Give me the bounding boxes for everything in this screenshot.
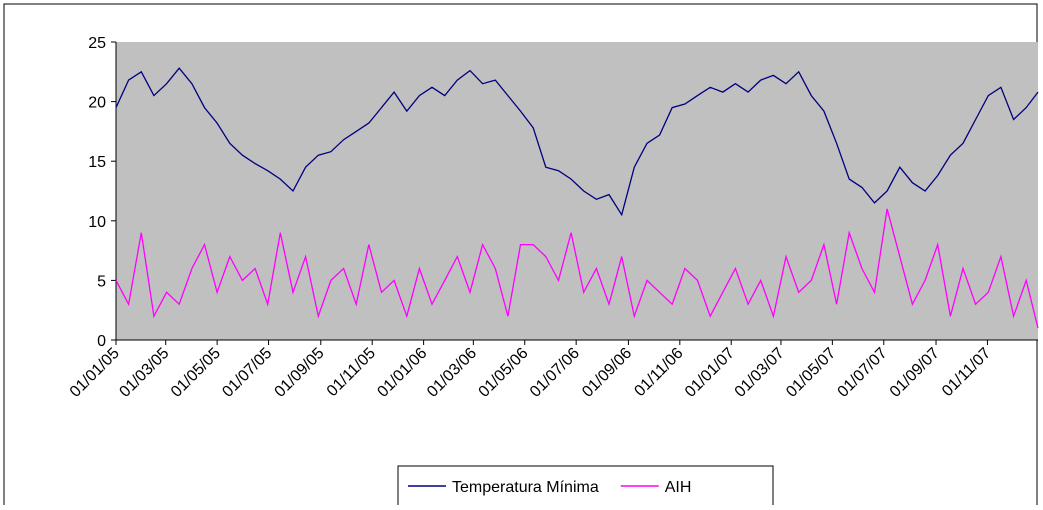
y-tick-label: 20	[88, 95, 106, 112]
legend-label: AIH	[665, 479, 692, 496]
y-tick-label: 10	[88, 214, 106, 231]
series-line	[115, 208, 1039, 329]
y-tick-label: 25	[88, 35, 106, 52]
legend: Temperatura Mínima AIH	[397, 465, 774, 507]
y-tick-label: 5	[97, 273, 106, 290]
plot-area	[116, 42, 1038, 340]
y-tick-label: 15	[88, 154, 106, 171]
legend-label: Temperatura Mínima	[452, 479, 599, 496]
series-line	[115, 67, 1039, 217]
y-tick-label: 0	[97, 333, 106, 350]
legend-box	[397, 465, 774, 507]
